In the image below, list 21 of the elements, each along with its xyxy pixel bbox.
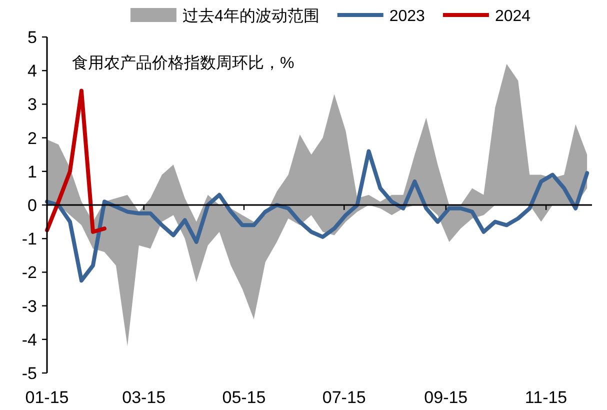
y-tick-label: 5 (28, 28, 37, 47)
x-tick-label: 07-15 (322, 388, 366, 407)
x-tick-label: 09-15 (424, 388, 468, 407)
x-tick-label: 03-15 (122, 388, 166, 407)
legend-label: 2023 (389, 8, 426, 25)
y-tick-label: -2 (22, 263, 37, 282)
y-tick-label: -3 (22, 296, 37, 316)
legend-label: 2024 (494, 8, 531, 25)
y-tick-label: 2 (28, 128, 37, 148)
annotation: 食用农产品价格指数周环比，% (72, 54, 294, 72)
y-tick-label: -1 (22, 230, 37, 249)
y-tick-label: 3 (28, 95, 37, 114)
y-tick-label: -5 (22, 364, 37, 383)
x-tick-label: 11-15 (524, 388, 568, 407)
y-tick-label: 4 (28, 62, 37, 81)
x-tick-label: 05-15 (222, 388, 266, 407)
y-tick-label: -4 (22, 330, 37, 350)
y-tick-label: 0 (28, 196, 37, 215)
y-tick-label: 1 (28, 162, 37, 182)
legend-label: 过去4年的波动范围 (182, 7, 320, 25)
x-tick-label: 01-15 (25, 388, 69, 407)
